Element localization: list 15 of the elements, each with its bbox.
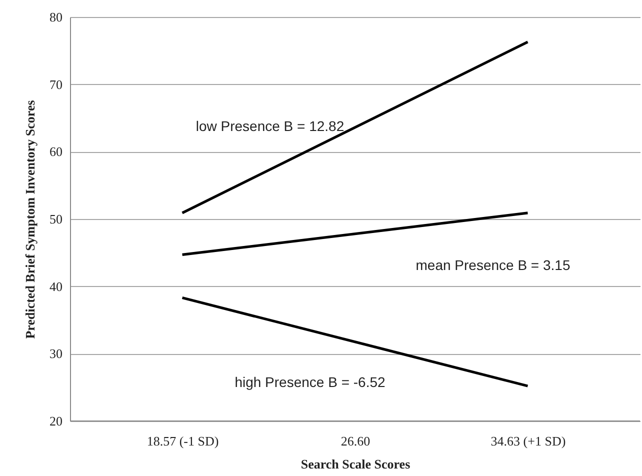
annotation: low Presence B = 12.82 bbox=[196, 118, 344, 134]
x-tick-label: 18.57 (-1 SD) bbox=[146, 434, 219, 448]
y-tick-label: 20 bbox=[50, 414, 62, 428]
y-tick-label: 80 bbox=[50, 10, 62, 24]
y-axis-title: Predicted Brief Symptom Inventory Scores bbox=[22, 100, 38, 339]
y-tick-label: 50 bbox=[50, 212, 62, 226]
y-tick-label: 70 bbox=[50, 76, 62, 92]
annotation: mean Presence B = 3.15 bbox=[416, 257, 570, 273]
y-tick-label: 60 bbox=[50, 144, 62, 160]
y-tick-label: 40 bbox=[50, 278, 62, 294]
x-tick-label: 26.60 bbox=[340, 434, 370, 448]
x-axis-title: Search Scale Scores bbox=[300, 456, 410, 472]
annotation: high Presence B = -6.52 bbox=[234, 374, 386, 390]
y-tick-label: 30 bbox=[50, 346, 62, 362]
x-tick-label: 34.63 (+1 SD) bbox=[490, 434, 566, 448]
